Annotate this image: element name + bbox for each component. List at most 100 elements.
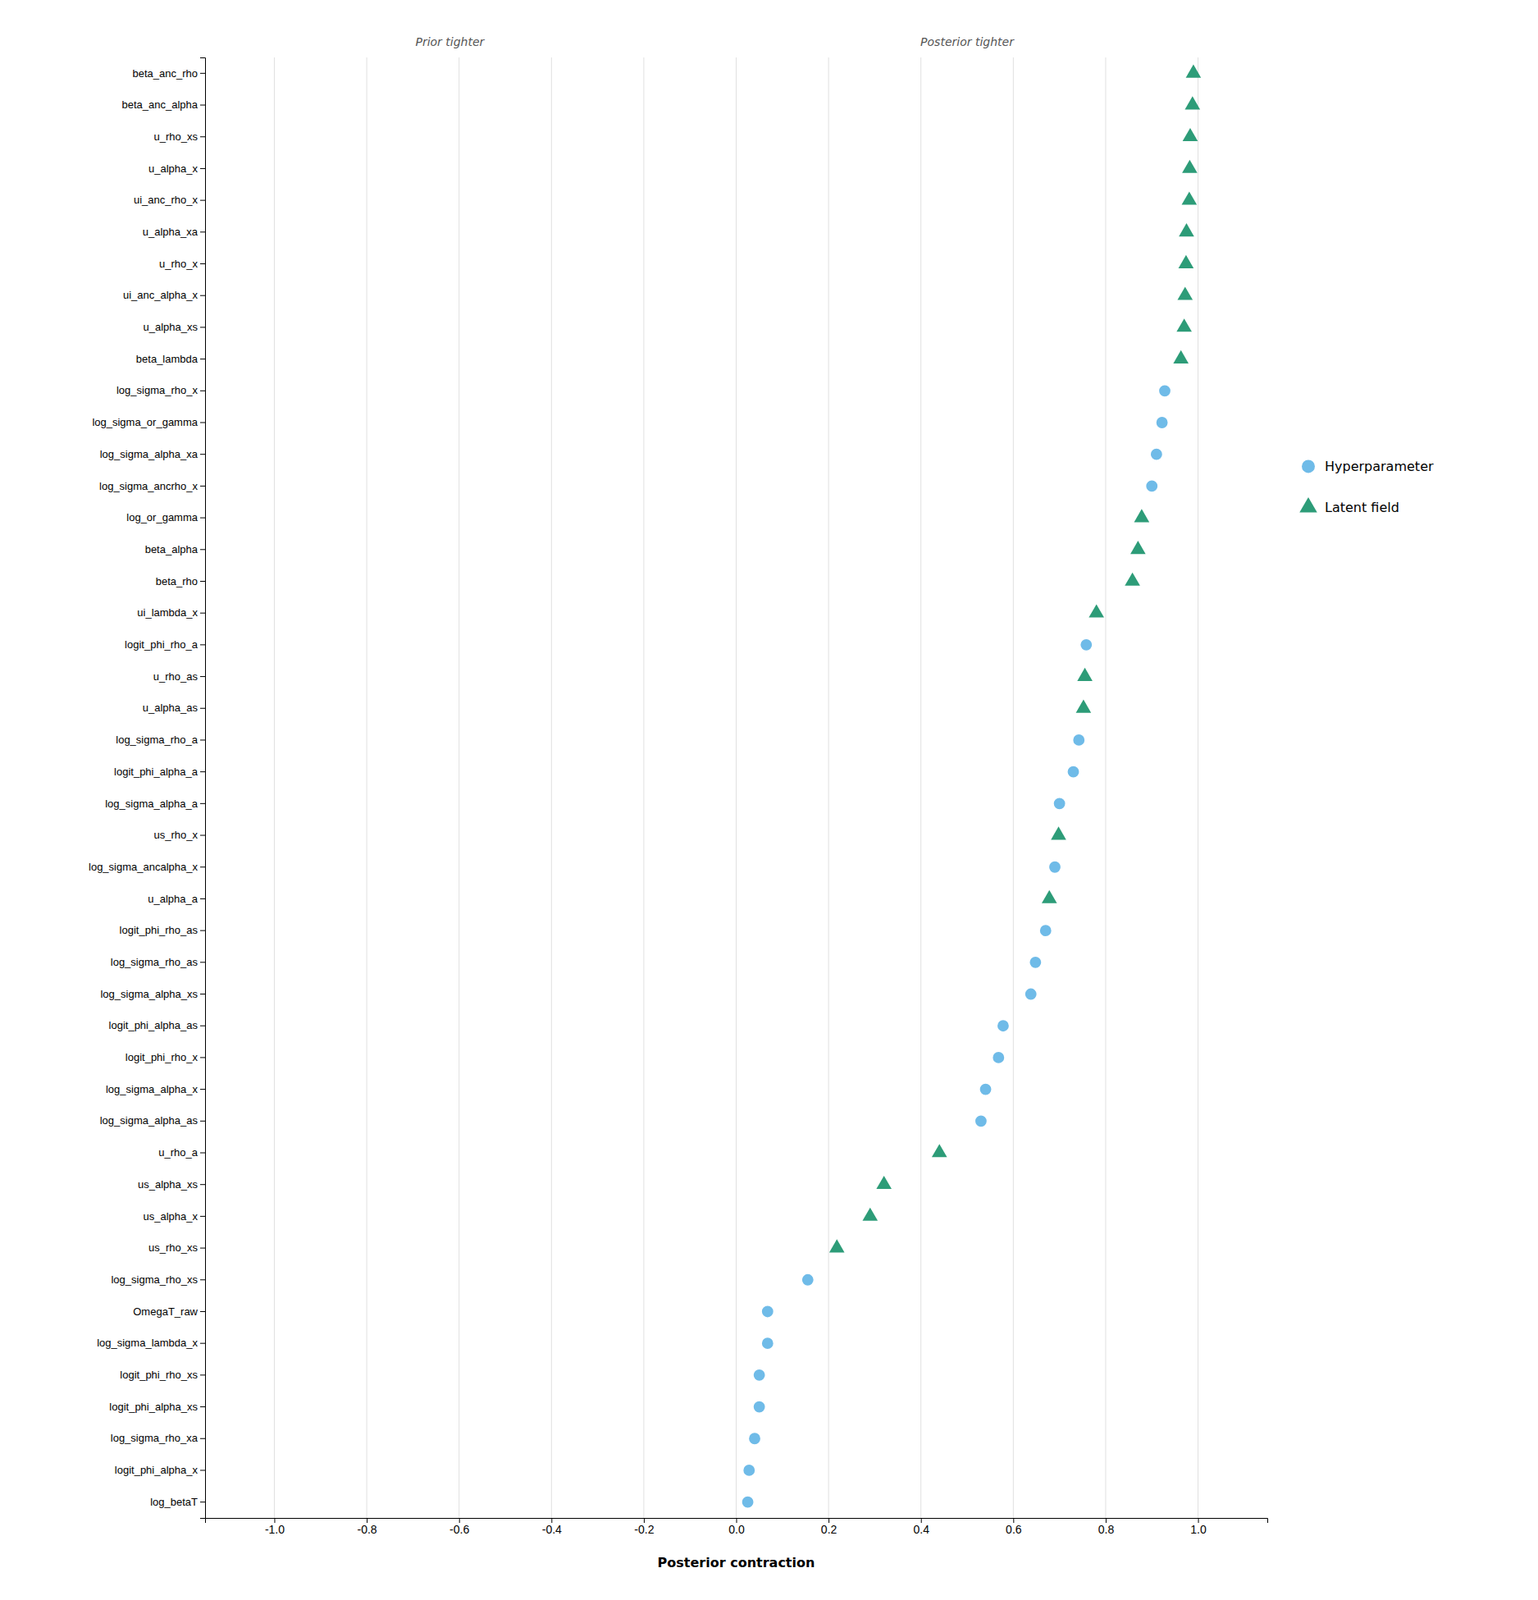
grid: [273, 57, 1198, 1518]
y-tick-mark: [200, 200, 206, 201]
y-tick-mark: [200, 1183, 206, 1185]
y-tick-label: ui_lambda_x: [136, 606, 198, 619]
y-tick-label: log_sigma_ancalpha_x: [88, 860, 198, 873]
y-tick: log_sigma_rho_as: [110, 955, 206, 968]
y-tick-mark: [200, 1056, 206, 1058]
y-tick-mark: [200, 1088, 206, 1090]
point: [748, 1432, 761, 1444]
point: [1077, 667, 1093, 681]
y-tick-label: beta_anc_alpha: [121, 98, 198, 111]
point: [1041, 889, 1058, 904]
point: [1072, 734, 1085, 746]
y-tick: log_sigma_lambda_x: [96, 1336, 206, 1349]
y-tick-mark: [200, 326, 206, 328]
y-tick-label: logit_phi_rho_a: [124, 638, 199, 651]
grid-line: [828, 57, 830, 1518]
series: [829, 64, 1201, 1253]
y-tick-label: log_sigma_rho_xs: [110, 1273, 198, 1286]
y-tick-mark: [200, 1469, 206, 1470]
x-tick-label: -0.4: [542, 1522, 562, 1536]
y-tick-mark: [200, 961, 206, 963]
y-tick-label: ui_anc_rho_x: [133, 193, 199, 206]
grid-line: [1104, 57, 1106, 1518]
x-tick: 0.8: [1098, 1517, 1115, 1536]
y-tick-mark: [200, 707, 206, 709]
point: [802, 1273, 814, 1286]
x-tick: 0.0: [728, 1517, 745, 1536]
y-tick: ui_lambda_x: [136, 606, 206, 619]
y-tick-mark: [200, 1278, 206, 1280]
y-tick-mark: [200, 1120, 206, 1122]
y-tick-mark: [200, 803, 206, 804]
legend-label: Latent field: [1324, 499, 1400, 516]
y-tick: u_alpha_as: [142, 701, 206, 714]
point: [1172, 350, 1189, 364]
y-tick-mark: [200, 1025, 206, 1027]
y-tick-mark: [200, 104, 206, 106]
x-axis: -1.0-0.8-0.6-0.4-0.20.00.20.40.60.81.0: [205, 1517, 1269, 1536]
y-tick-mark: [200, 1342, 206, 1344]
y-tick: u_rho_as: [153, 670, 206, 683]
x-tick-label: -0.2: [634, 1522, 654, 1536]
y-tick-mark: [200, 295, 206, 297]
grid-line: [458, 57, 460, 1518]
y-axis: beta_anc_rhobeta_anc_alphau_rho_xsu_alph…: [88, 58, 206, 1519]
y-tick-mark: [200, 263, 206, 265]
point: [1134, 508, 1151, 522]
y-tick-label: log_betaT: [150, 1495, 198, 1508]
y-tick: logit_phi_rho_a: [124, 638, 206, 651]
point: [1049, 861, 1061, 873]
point: [762, 1305, 774, 1318]
points: [742, 64, 1202, 1508]
y-tick: u_alpha_xs: [143, 320, 206, 334]
legend-symbol: [1301, 459, 1315, 473]
y-tick-mark: [200, 612, 206, 614]
y-tick: ui_anc_alpha_x: [123, 288, 206, 302]
point: [1080, 638, 1092, 651]
y-tick-mark: [200, 1501, 206, 1502]
grid-line: [1013, 57, 1014, 1518]
y-tick-label: log_sigma_alpha_as: [100, 1113, 199, 1127]
point: [1054, 797, 1066, 809]
y-tick-label: u_alpha_a: [147, 892, 198, 905]
point: [1130, 540, 1146, 554]
x-tick-label: -0.8: [357, 1522, 378, 1536]
y-tick-label: us_rho_x: [154, 828, 199, 841]
y-tick-label: logit_phi_alpha_a: [114, 765, 199, 778]
y-tick-mark: [200, 548, 206, 550]
point: [1050, 826, 1067, 840]
point: [743, 1464, 755, 1476]
point: [1040, 924, 1052, 936]
point: [1156, 416, 1169, 429]
series: [742, 384, 1171, 1507]
chart: -1.0-0.8-0.6-0.4-0.20.00.20.40.60.81.0be…: [0, 0, 1538, 1600]
y-tick-mark: [200, 358, 206, 360]
point: [1184, 95, 1201, 110]
grid-line: [273, 57, 275, 1518]
y-tick-mark: [200, 1152, 206, 1154]
y-tick-label: ui_anc_alpha_x: [123, 288, 199, 302]
y-tick-mark: [200, 993, 206, 995]
x-tick-label: 0.0: [728, 1522, 745, 1536]
x-tick-label: 0.8: [1098, 1522, 1115, 1536]
point: [1145, 479, 1158, 492]
y-tick-label: beta_rho: [155, 575, 198, 588]
point: [762, 1337, 774, 1349]
y-tick-label: beta_lambda: [136, 352, 199, 366]
point: [1076, 699, 1092, 713]
y-tick: log_sigma_rho_xa: [110, 1431, 206, 1444]
y-tick-label: OmegaT_raw: [132, 1305, 198, 1318]
point: [742, 1496, 754, 1508]
y-tick: log_sigma_ancalpha_x: [88, 860, 206, 873]
x-tick-label: 0.2: [821, 1522, 838, 1536]
grid-line: [366, 57, 368, 1518]
x-axis-title: Posterior contraction: [657, 1554, 816, 1570]
y-tick-mark: [200, 866, 206, 868]
y-tick-mark: [200, 1215, 206, 1217]
y-tick-label: log_sigma_alpha_x: [105, 1082, 199, 1096]
x-tick: -0.8: [357, 1517, 378, 1536]
y-tick: beta_anc_rho: [132, 67, 206, 80]
point: [931, 1143, 948, 1157]
grid-line: [920, 57, 922, 1518]
y-tick-label: logit_phi_rho_x: [125, 1050, 199, 1064]
